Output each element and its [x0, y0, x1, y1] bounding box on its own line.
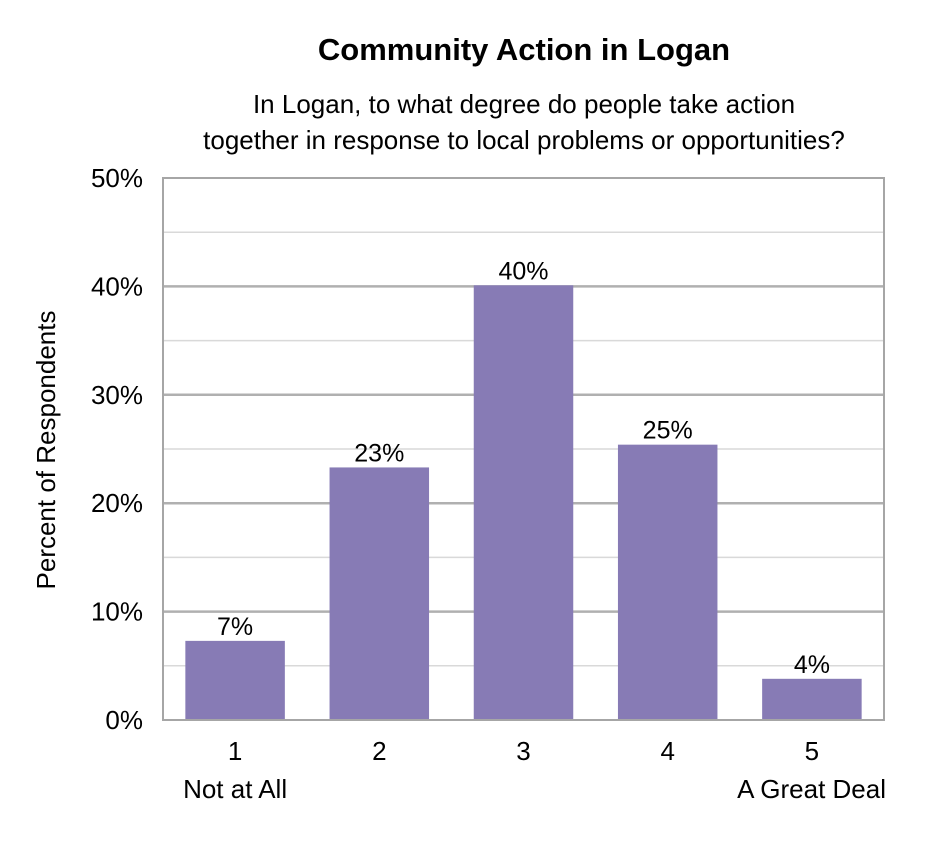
x-category-label: 3: [516, 736, 530, 766]
bar-1: [185, 640, 285, 720]
x-category-label: 4: [660, 736, 674, 766]
y-tick-label: 30%: [91, 380, 143, 410]
bars: [185, 285, 862, 720]
x-category-sublabel: A Great Deal: [737, 774, 886, 804]
y-tick-label: 10%: [91, 597, 143, 627]
x-axis-categories: 1 Not at All 2 3 4 5 A Great Deal: [183, 736, 886, 804]
y-tick-label: 20%: [91, 488, 143, 518]
bar-3: [473, 285, 574, 720]
chart-title: Community Action in Logan: [318, 32, 730, 67]
y-tick-label: 40%: [91, 271, 143, 301]
bar-5: [762, 678, 862, 720]
data-label-2: 23%: [354, 439, 404, 467]
x-category-label: 5: [805, 736, 819, 766]
y-tick-label: 50%: [91, 163, 143, 193]
data-label-4: 25%: [643, 417, 693, 445]
y-axis-ticks: 0% 10% 20% 30% 40% 50%: [91, 163, 143, 735]
chart-subtitle-line-2: together in response to local problems o…: [203, 125, 845, 155]
plot-frame: [162, 177, 885, 721]
data-label-5: 4%: [794, 651, 830, 679]
y-axis-label: Percent of Respondents: [31, 311, 61, 590]
data-labels: 7% 23% 40% 25% 4%: [217, 257, 830, 678]
y-tick-label: 0%: [105, 705, 143, 735]
bar-4: [617, 444, 718, 720]
x-category-label: 1: [228, 736, 242, 766]
x-category-label: 2: [372, 736, 386, 766]
x-category-sublabel: Not at All: [183, 774, 287, 804]
data-label-3: 40%: [498, 257, 548, 285]
data-label-1: 7%: [217, 613, 253, 641]
bar-2: [329, 467, 430, 720]
plot-area-border: [162, 177, 885, 721]
chart-subtitle-line-1: In Logan, to what degree do people take …: [253, 89, 795, 119]
